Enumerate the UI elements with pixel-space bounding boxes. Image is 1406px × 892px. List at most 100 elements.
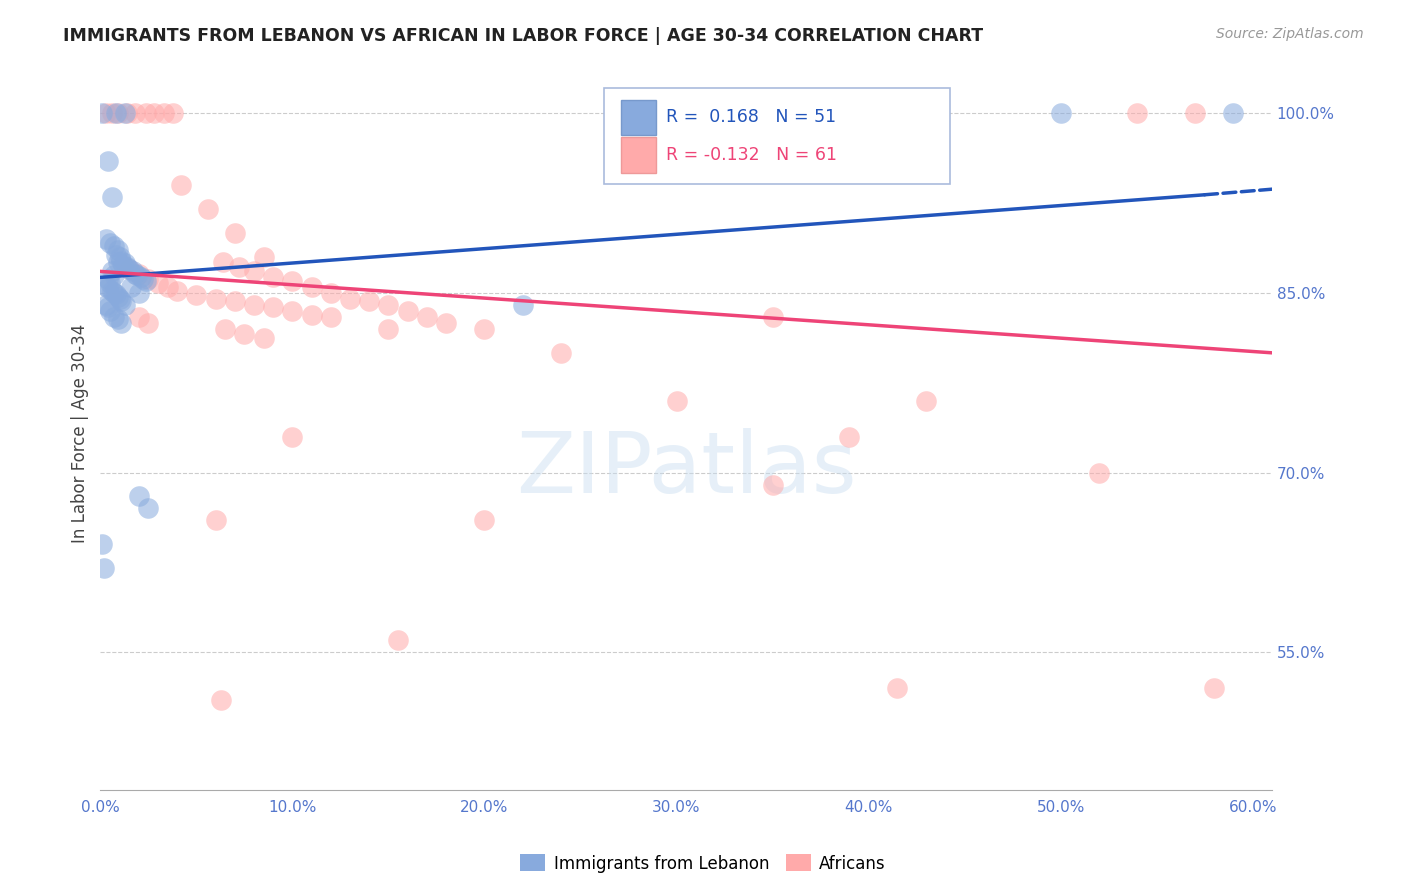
Point (97, 281, 120, 295)
Point (474, 322, 496, 336)
Point (252, 331, 274, 345)
Point (377, 298, 399, 312)
Point (107, 312, 129, 326)
Point (138, 271, 160, 285)
Point (243, 264, 266, 278)
Point (1222, 106, 1244, 120)
Point (170, 178, 193, 193)
Text: R =  0.168   N = 51: R = 0.168 N = 51 (666, 108, 837, 126)
Point (124, 106, 146, 120)
Point (197, 202, 219, 216)
Point (114, 106, 136, 120)
Point (339, 292, 361, 306)
Point (101, 106, 124, 120)
Point (301, 280, 323, 294)
Point (94, 232, 117, 246)
Text: IMMIGRANTS FROM LEBANON VS AFRICAN IN LABOR FORCE | AGE 30-34 CORRELATION CHART: IMMIGRANTS FROM LEBANON VS AFRICAN IN LA… (63, 27, 983, 45)
Point (319, 310, 342, 324)
Text: Source: ZipAtlas.com: Source: ZipAtlas.com (1216, 27, 1364, 41)
Point (886, 681, 908, 695)
Point (228, 260, 250, 274)
Point (94, 298, 117, 312)
Point (128, 490, 150, 504)
Point (838, 429, 860, 443)
Point (359, 294, 381, 309)
Point (125, 268, 148, 282)
Point (387, 633, 409, 648)
Y-axis label: In Labor Force | Age 30-34: In Labor Force | Age 30-34 (72, 324, 89, 543)
Point (118, 262, 141, 277)
Point (97, 271, 120, 285)
Point (761, 310, 783, 324)
Point (120, 280, 142, 294)
Point (152, 106, 174, 120)
Point (98, 304, 121, 318)
Point (1049, 106, 1071, 120)
Point (104, 287, 127, 301)
Point (209, 693, 232, 707)
Point (107, 106, 129, 120)
Point (214, 322, 236, 336)
Point (97, 301, 120, 315)
Point (118, 262, 141, 277)
Point (224, 294, 246, 309)
Point (128, 285, 150, 300)
Point (101, 284, 124, 298)
Point (474, 513, 496, 527)
Point (110, 294, 132, 309)
Point (550, 346, 572, 360)
Point (512, 298, 534, 312)
Point (434, 316, 457, 330)
Point (377, 322, 399, 336)
Point (93, 561, 115, 575)
Point (110, 316, 132, 330)
Point (224, 226, 246, 240)
Point (115, 260, 138, 274)
Point (107, 289, 129, 303)
Point (301, 308, 323, 322)
Point (131, 271, 153, 285)
Point (128, 267, 150, 281)
Point (122, 264, 145, 278)
FancyBboxPatch shape (605, 88, 949, 185)
Point (1184, 106, 1206, 120)
Point (156, 280, 179, 294)
Point (416, 310, 439, 324)
Point (104, 247, 127, 261)
Point (281, 429, 304, 443)
Point (233, 326, 256, 341)
Point (281, 274, 304, 288)
Point (129, 270, 152, 285)
Point (124, 267, 146, 281)
Point (319, 285, 342, 300)
Point (98, 277, 121, 291)
Point (115, 106, 138, 120)
Point (1126, 106, 1149, 120)
Point (98, 235, 121, 250)
Point (94, 278, 117, 293)
Point (138, 316, 160, 330)
Point (91, 537, 114, 551)
Point (107, 243, 129, 257)
Point (91, 106, 114, 120)
Point (114, 298, 136, 312)
FancyBboxPatch shape (620, 100, 655, 136)
Point (915, 393, 938, 408)
Point (135, 274, 157, 288)
Point (103, 285, 125, 300)
Point (243, 298, 266, 312)
Point (166, 284, 188, 298)
Point (128, 310, 150, 324)
Point (103, 310, 125, 324)
Point (101, 264, 124, 278)
Point (110, 253, 132, 268)
Point (112, 259, 135, 273)
Point (104, 106, 127, 120)
Point (281, 304, 304, 318)
Point (138, 501, 160, 516)
Point (103, 239, 125, 253)
Point (665, 106, 688, 120)
Point (108, 292, 131, 306)
Legend: Immigrants from Lebanon, Africans: Immigrants from Lebanon, Africans (513, 847, 893, 880)
Point (262, 301, 284, 315)
